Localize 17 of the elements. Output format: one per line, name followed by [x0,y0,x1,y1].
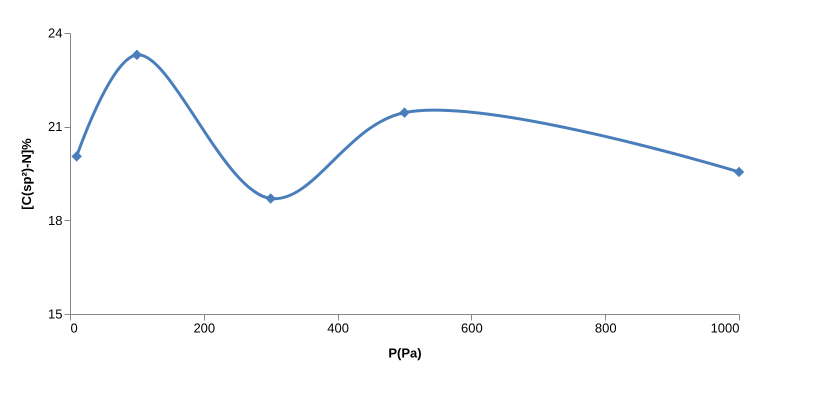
y-tick-label: 18 [48,212,62,228]
point [734,166,744,178]
y-tick-label: 15 [48,306,62,322]
y-axis-title: [C(sp²)-N]% [19,138,34,210]
x-tick-label: 0 [70,320,78,336]
x-tick-label: 800 [594,320,617,336]
x-tick-label: 1000 [710,320,740,336]
y-tick-label: 24 [48,26,62,40]
y-tick-label: 21 [48,119,62,134]
point [399,107,410,118]
x-axis-title: P(Pa) [388,346,422,360]
x-tick-label: 600 [461,320,483,336]
x-tick-label: 200 [193,320,216,336]
point [265,193,276,204]
point [71,151,82,162]
x-tick-label: 400 [327,320,349,336]
point [132,50,142,60]
